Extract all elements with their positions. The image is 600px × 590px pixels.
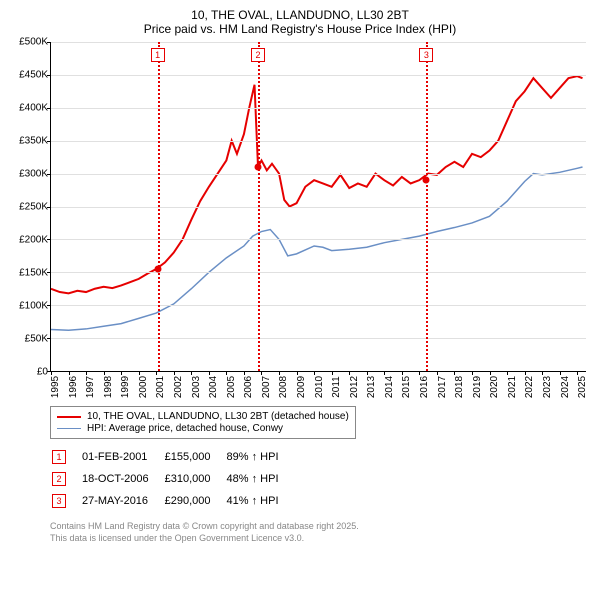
- y-tick-label: £0: [37, 367, 48, 378]
- gridline: [51, 75, 586, 76]
- y-tick-label: £350K: [19, 136, 48, 147]
- legend-label: HPI: Average price, detached house, Conw…: [87, 423, 283, 434]
- x-tick-label: 2021: [507, 376, 518, 398]
- marker-dot: [423, 177, 430, 184]
- plot-area: 1 2 3: [50, 42, 586, 372]
- legend-label: 10, THE OVAL, LLANDUDNO, LL30 2BT (detac…: [87, 411, 349, 422]
- x-tick-label: 1996: [68, 376, 79, 398]
- x-tick-label: 2010: [314, 376, 325, 398]
- x-tick-label: 2005: [226, 376, 237, 398]
- x-tick-label: 2023: [542, 376, 553, 398]
- marker-line: [158, 42, 160, 371]
- gridline: [51, 272, 586, 273]
- x-tick-label: 2006: [243, 376, 254, 398]
- legend-swatch: [57, 416, 81, 418]
- y-tick-label: £450K: [19, 70, 48, 81]
- gridline: [51, 207, 586, 208]
- marker-id-box: 3: [52, 494, 66, 508]
- marker-dot: [154, 266, 161, 273]
- legend-item-price-paid: 10, THE OVAL, LLANDUDNO, LL30 2BT (detac…: [57, 411, 349, 422]
- x-tick-label: 1995: [50, 376, 61, 398]
- x-tick-label: 2019: [472, 376, 483, 398]
- y-tick-label: £100K: [19, 301, 48, 312]
- gridline: [51, 141, 586, 142]
- x-tick-label: 2011: [331, 376, 342, 398]
- title-block: 10, THE OVAL, LLANDUDNO, LL30 2BT Price …: [10, 8, 590, 36]
- x-tick-label: 2002: [173, 376, 184, 398]
- x-axis: 1995 1996 1997 1998 1999 2000 2001 2002 2003 2004…: [50, 372, 586, 402]
- marker-line: [426, 42, 428, 371]
- x-tick-label: 2016: [419, 376, 430, 398]
- marker-price: £310,000: [165, 469, 225, 489]
- copyright-line: This data is licensed under the Open Gov…: [50, 533, 590, 545]
- marker-delta: 48% ↑ HPI: [227, 469, 293, 489]
- x-tick-label: 2015: [401, 376, 412, 398]
- x-tick-label: 2014: [384, 376, 395, 398]
- marker-delta: 41% ↑ HPI: [227, 491, 293, 511]
- y-axis: £0£50K£100K£150K£200K£250K£300K£350K£400…: [10, 42, 50, 372]
- marker-table: 1 01-FEB-2001£155,00089% ↑ HPI 2 18-OCT-200…: [50, 445, 295, 513]
- gridline: [51, 108, 586, 109]
- legend: 10, THE OVAL, LLANDUDNO, LL30 2BT (detac…: [50, 406, 356, 439]
- x-tick-label: 2024: [560, 376, 571, 398]
- x-tick-label: 2012: [349, 376, 360, 398]
- x-tick-label: 2013: [366, 376, 377, 398]
- x-tick-label: 1997: [85, 376, 96, 398]
- marker-table-row: 2 18-OCT-2006£310,00048% ↑ HPI: [52, 469, 293, 489]
- x-tick-label: 2009: [296, 376, 307, 398]
- x-tick-label: 2025: [577, 376, 588, 398]
- marker-date: 27-MAY-2016: [82, 491, 163, 511]
- gridline: [51, 239, 586, 240]
- x-tick-label: 2001: [155, 376, 166, 398]
- x-tick-label: 2018: [454, 376, 465, 398]
- marker-table-row: 1 01-FEB-2001£155,00089% ↑ HPI: [52, 447, 293, 467]
- gridline: [51, 174, 586, 175]
- chart-title-address: 10, THE OVAL, LLANDUDNO, LL30 2BT: [10, 8, 590, 22]
- marker-price: £290,000: [165, 491, 225, 511]
- legend-item-hpi: HPI: Average price, detached house, Conw…: [57, 423, 349, 434]
- x-tick-label: 2017: [437, 376, 448, 398]
- y-tick-label: £250K: [19, 202, 48, 213]
- marker-date: 18-OCT-2006: [82, 469, 163, 489]
- y-tick-label: £400K: [19, 103, 48, 114]
- x-tick-label: 2008: [278, 376, 289, 398]
- gridline: [51, 338, 586, 339]
- gridline: [51, 305, 586, 306]
- y-tick-label: £300K: [19, 169, 48, 180]
- y-tick-label: £500K: [19, 37, 48, 48]
- x-tick-label: 2020: [489, 376, 500, 398]
- chart-area: £0 £50K £100K £150K £200K £250K £300K £350K £400…: [10, 42, 590, 402]
- gridline: [51, 42, 586, 43]
- marker-box: 1: [151, 48, 165, 62]
- x-tick-label: 1998: [103, 376, 114, 398]
- legend-swatch: [57, 428, 81, 430]
- x-tick-label: 2004: [208, 376, 219, 398]
- x-tick-label: 2007: [261, 376, 272, 398]
- marker-date: 01-FEB-2001: [82, 447, 163, 467]
- chart-container: 10, THE OVAL, LLANDUDNO, LL30 2BT Price …: [0, 0, 600, 590]
- marker-line: [258, 42, 260, 371]
- marker-box: 3: [419, 48, 433, 62]
- y-tick-label: £200K: [19, 235, 48, 246]
- x-tick-label: 2000: [138, 376, 149, 398]
- marker-dot: [254, 164, 261, 171]
- marker-table-row: 3 27-MAY-2016£290,00041% ↑ HPI: [52, 491, 293, 511]
- y-tick-label: £50K: [25, 334, 48, 345]
- y-tick-label: £150K: [19, 268, 48, 279]
- marker-id-box: 1: [52, 450, 66, 464]
- chart-title-sub: Price paid vs. HM Land Registry's House …: [10, 22, 590, 36]
- marker-price: £155,000: [165, 447, 225, 467]
- copyright-block: Contains HM Land Registry data © Crown c…: [50, 521, 590, 544]
- marker-delta: 89% ↑ HPI: [227, 447, 293, 467]
- x-tick-label: 2003: [191, 376, 202, 398]
- copyright-line: Contains HM Land Registry data © Crown c…: [50, 521, 590, 533]
- marker-id-box: 2: [52, 472, 66, 486]
- marker-box: 2: [251, 48, 265, 62]
- x-tick-label: 1999: [120, 376, 131, 398]
- x-tick-label: 2022: [524, 376, 535, 398]
